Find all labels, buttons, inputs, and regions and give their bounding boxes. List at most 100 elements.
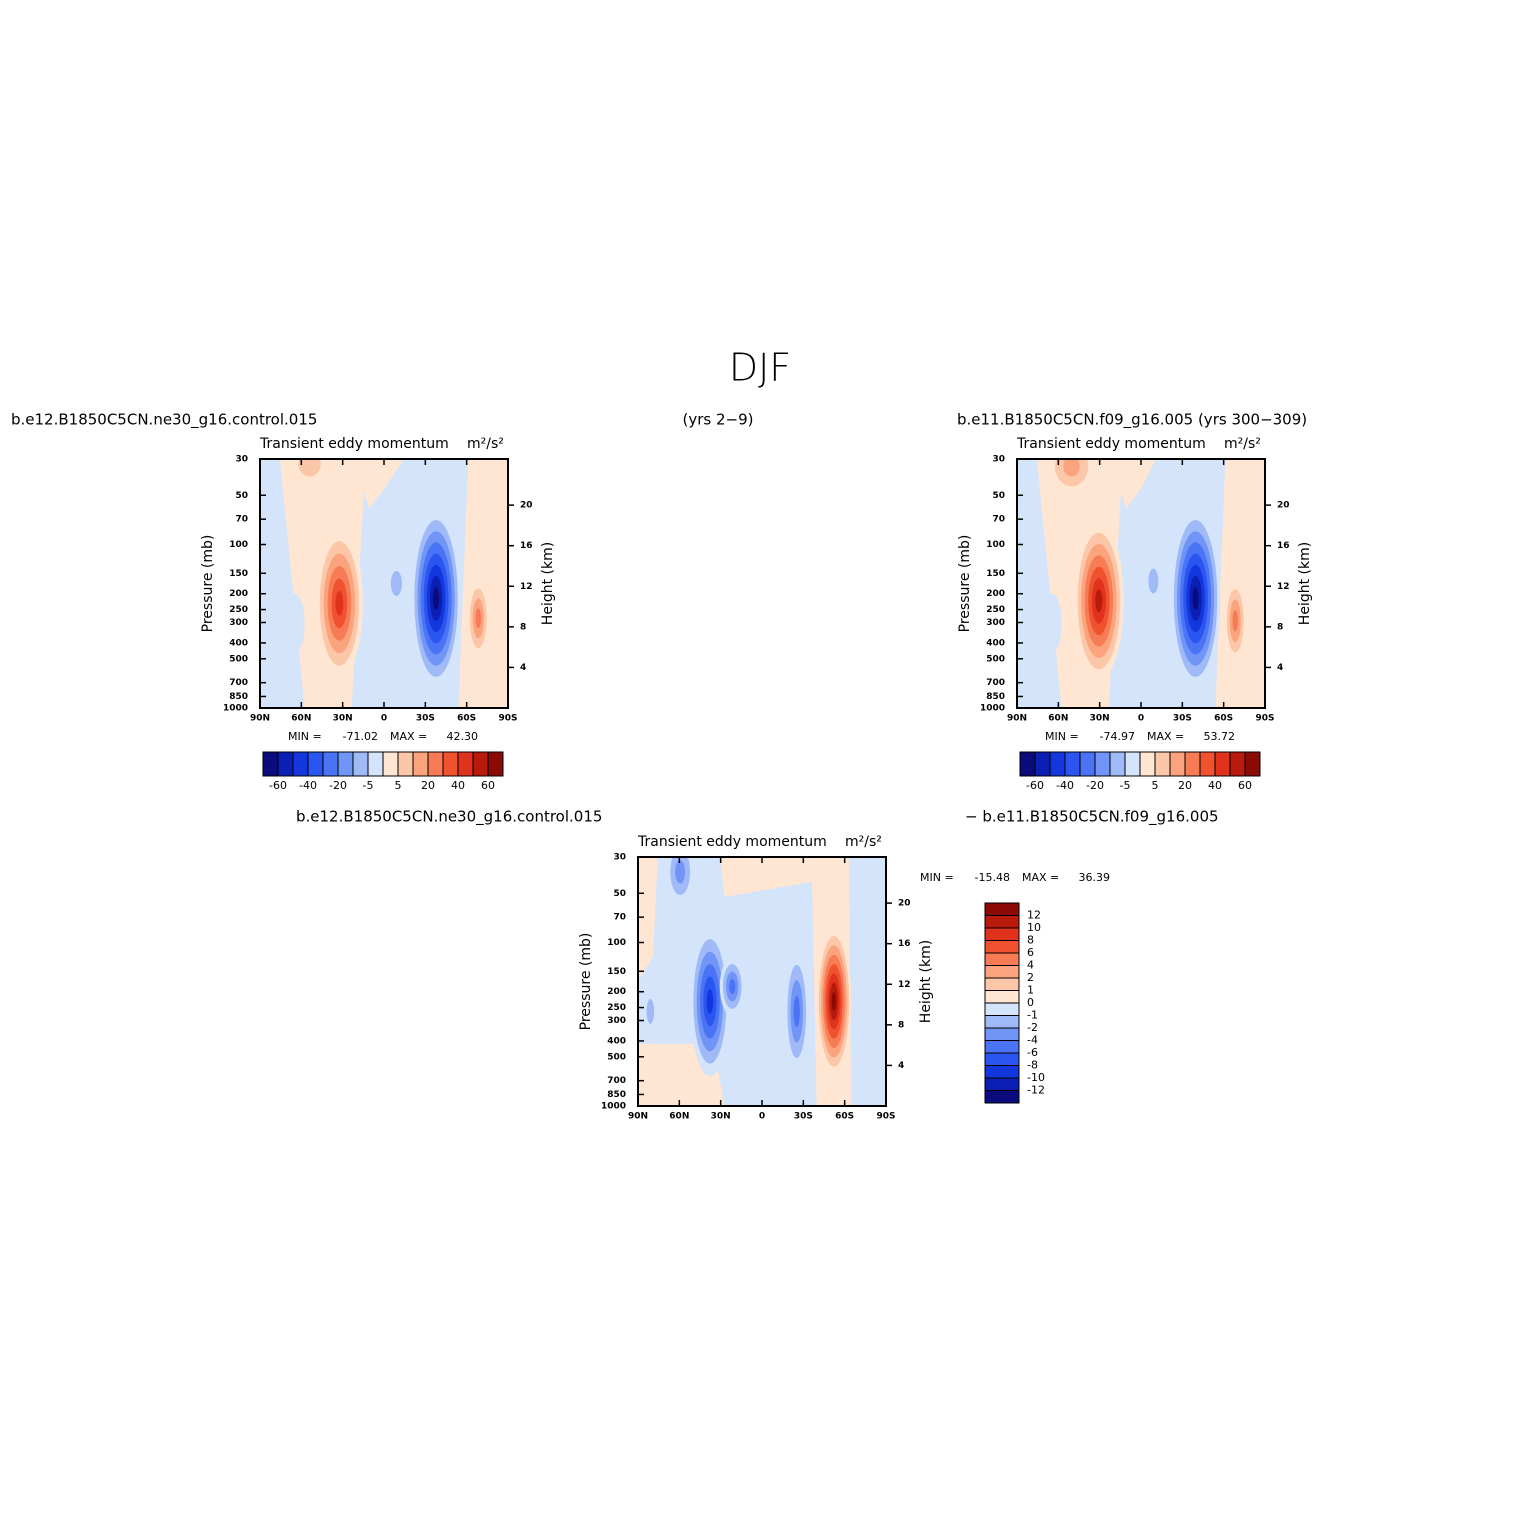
colorbar-box	[1244, 751, 1261, 777]
colorbar-box	[322, 751, 339, 777]
y-tick-label: 400	[229, 638, 248, 648]
colorbar-label: -2	[1027, 1021, 1038, 1034]
field-contour	[1063, 459, 1080, 477]
colorbar-label: 10	[1027, 921, 1041, 934]
y2-tick-label: 4	[898, 1061, 904, 1071]
y-tick-label: 850	[607, 1090, 626, 1100]
case-label: b.e12.B1850C5CN.ne30_g16.control.015	[11, 411, 317, 430]
y-tick-label: 200	[986, 589, 1005, 599]
colorbar-label: -40	[1056, 779, 1074, 792]
colorbar-label: 1	[1027, 984, 1034, 997]
y2-tick-label: 8	[898, 1020, 904, 1030]
colorbar-label: -5	[1120, 779, 1131, 792]
y-tick-label: 70	[992, 515, 1005, 525]
colorbar-box	[292, 751, 309, 777]
field-contour	[475, 608, 482, 629]
y2-axis-label: Height (km)	[540, 542, 556, 625]
y-tick-label: 100	[229, 540, 248, 550]
colorbar-label: 4	[1027, 959, 1034, 972]
field-contour	[335, 590, 344, 616]
min-label: MIN =	[920, 871, 954, 884]
x-tick-label: 90S	[498, 714, 517, 724]
colorbar-box	[984, 990, 1020, 1004]
colorbar-box	[337, 751, 354, 777]
y2-tick-label: 20	[898, 899, 911, 909]
colorbar-label: 2	[1027, 971, 1034, 984]
contour-field	[1017, 459, 1265, 708]
x-tick-label: 30S	[1173, 714, 1192, 724]
contour-field	[260, 459, 508, 708]
colorbar-label: -40	[299, 779, 317, 792]
y-tick-label: 500	[986, 654, 1005, 664]
max-label: MAX =	[390, 730, 427, 743]
field-region	[638, 857, 658, 982]
min-value: -74.97	[1100, 730, 1135, 743]
y-tick-label: 50	[613, 889, 626, 899]
field-contour	[1095, 589, 1103, 613]
colorbar-label: -20	[329, 779, 347, 792]
y-tick-label: 70	[235, 515, 248, 525]
colorbar-box	[984, 927, 1020, 941]
colorbar-label: 5	[1152, 779, 1159, 792]
y-axis-label: Pressure (mb)	[578, 933, 594, 1031]
field-contour	[284, 593, 305, 654]
y2-tick-label: 20	[520, 501, 533, 511]
colorbar-box	[984, 1027, 1020, 1041]
colorbar-label: -12	[1027, 1084, 1045, 1097]
y-tick-label: 500	[607, 1052, 626, 1062]
y-tick-label: 1000	[980, 704, 1005, 714]
colorbar-box	[984, 915, 1020, 929]
x-tick-label: 60N	[291, 714, 311, 724]
y-tick-label: 50	[235, 491, 248, 501]
min-value: -15.48	[975, 871, 1010, 884]
field-contour	[1148, 568, 1159, 594]
colorbar-box	[984, 1052, 1020, 1066]
y-tick-label: 200	[607, 987, 626, 997]
colorbar-box	[1214, 751, 1231, 777]
colorbar-box	[984, 1065, 1020, 1079]
y-tick-label: 700	[607, 1076, 626, 1086]
colorbar-label: 60	[481, 779, 495, 792]
units: m²/s²	[1224, 436, 1261, 452]
colorbar-box	[262, 751, 279, 777]
colorbar-label: -60	[269, 779, 287, 792]
y-tick-label: 150	[607, 967, 626, 977]
y-tick-label: 200	[229, 589, 248, 599]
colorbar-label: 12	[1027, 909, 1041, 922]
colorbar-box	[427, 751, 444, 777]
y2-tick-label: 16	[1277, 541, 1290, 551]
colorbar-box	[984, 1040, 1020, 1054]
y-tick-label: 70	[613, 913, 626, 923]
y-tick-label: 150	[986, 569, 1005, 579]
colorbar-box	[984, 1090, 1020, 1104]
field-contour	[706, 988, 714, 1014]
colorbar-box	[984, 902, 1020, 916]
colorbar-box	[1199, 751, 1216, 777]
y2-tick-label: 8	[1277, 622, 1283, 632]
y-tick-label: 30	[235, 455, 248, 465]
x-tick-label: 60S	[1214, 714, 1233, 724]
min-label: MIN =	[288, 730, 322, 743]
y-tick-label: 100	[986, 540, 1005, 550]
colorbar-box	[984, 965, 1020, 979]
colorbar-label: 60	[1238, 779, 1252, 792]
colorbar-label: 6	[1027, 946, 1034, 959]
max-value: 53.72	[1204, 730, 1236, 743]
colorbar-box	[472, 751, 489, 777]
field-contour	[1041, 593, 1062, 654]
colorbar-label: -5	[363, 779, 374, 792]
colorbar-box	[1169, 751, 1186, 777]
y2-tick-label: 12	[1277, 582, 1290, 592]
colorbar-box	[457, 751, 474, 777]
y2-tick-label: 20	[1277, 501, 1290, 511]
field-region	[354, 459, 404, 509]
colorbar-box	[984, 1002, 1020, 1016]
x-tick-label: 30S	[416, 714, 435, 724]
case-label: − b.e11.B1850C5CN.f09_g16.005	[965, 808, 1219, 827]
colorbar-label: 8	[1027, 934, 1034, 947]
colorbar-box	[1124, 751, 1141, 777]
y-tick-label: 30	[992, 455, 1005, 465]
colorbar-box	[1079, 751, 1096, 777]
y-tick-label: 250	[607, 1003, 626, 1013]
